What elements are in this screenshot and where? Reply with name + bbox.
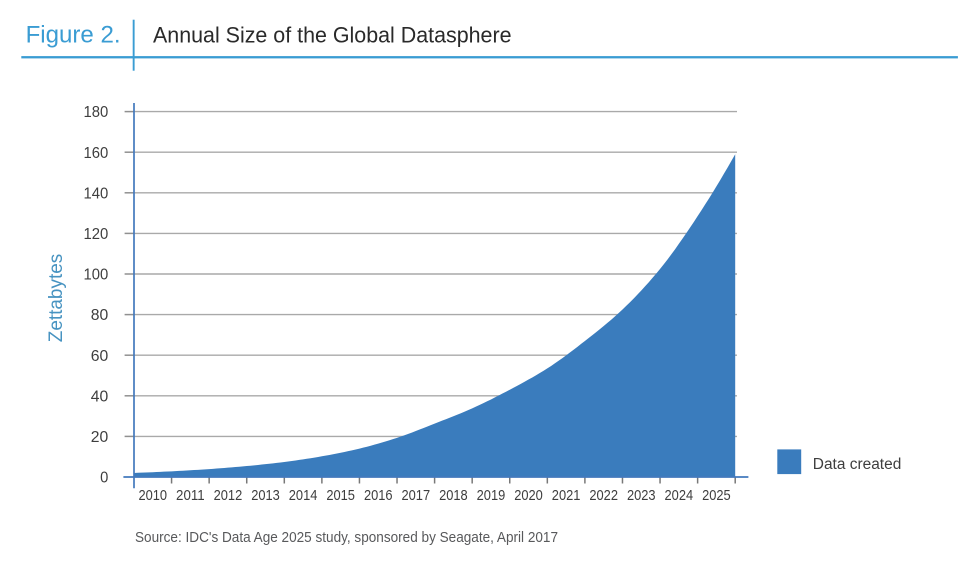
svg-text:120: 120 [84,226,109,243]
svg-text:Source: IDC's Data Age 2025 st: Source: IDC's Data Age 2025 study, spons… [135,530,558,546]
svg-text:2019: 2019 [477,487,506,504]
svg-text:Zettabytes: Zettabytes [45,254,67,343]
svg-text:Figure 2.: Figure 2. [26,22,121,49]
svg-text:2025: 2025 [702,487,731,504]
svg-text:140: 140 [84,185,109,202]
svg-text:2022: 2022 [589,487,618,504]
svg-text:100: 100 [84,267,109,284]
svg-text:160: 160 [84,145,109,162]
svg-text:80: 80 [91,307,109,324]
svg-text:2013: 2013 [251,487,280,504]
svg-text:40: 40 [91,388,109,405]
svg-text:Data created: Data created [813,456,902,473]
svg-text:2024: 2024 [665,487,694,504]
svg-text:2012: 2012 [214,487,243,504]
svg-text:180: 180 [84,104,109,121]
svg-text:2021: 2021 [552,487,581,504]
svg-text:2010: 2010 [138,487,167,504]
svg-text:20: 20 [91,429,109,446]
svg-text:0: 0 [100,470,108,487]
svg-text:60: 60 [91,348,109,365]
svg-text:2011: 2011 [176,487,205,504]
svg-text:2023: 2023 [627,487,656,504]
svg-text:2017: 2017 [402,487,431,504]
svg-text:2020: 2020 [514,487,543,504]
svg-text:2015: 2015 [326,487,355,504]
svg-text:Annual Size of the Global Data: Annual Size of the Global Datasphere [153,22,512,47]
svg-text:2014: 2014 [289,487,318,504]
svg-text:2016: 2016 [364,487,393,504]
svg-text:2018: 2018 [439,487,468,504]
